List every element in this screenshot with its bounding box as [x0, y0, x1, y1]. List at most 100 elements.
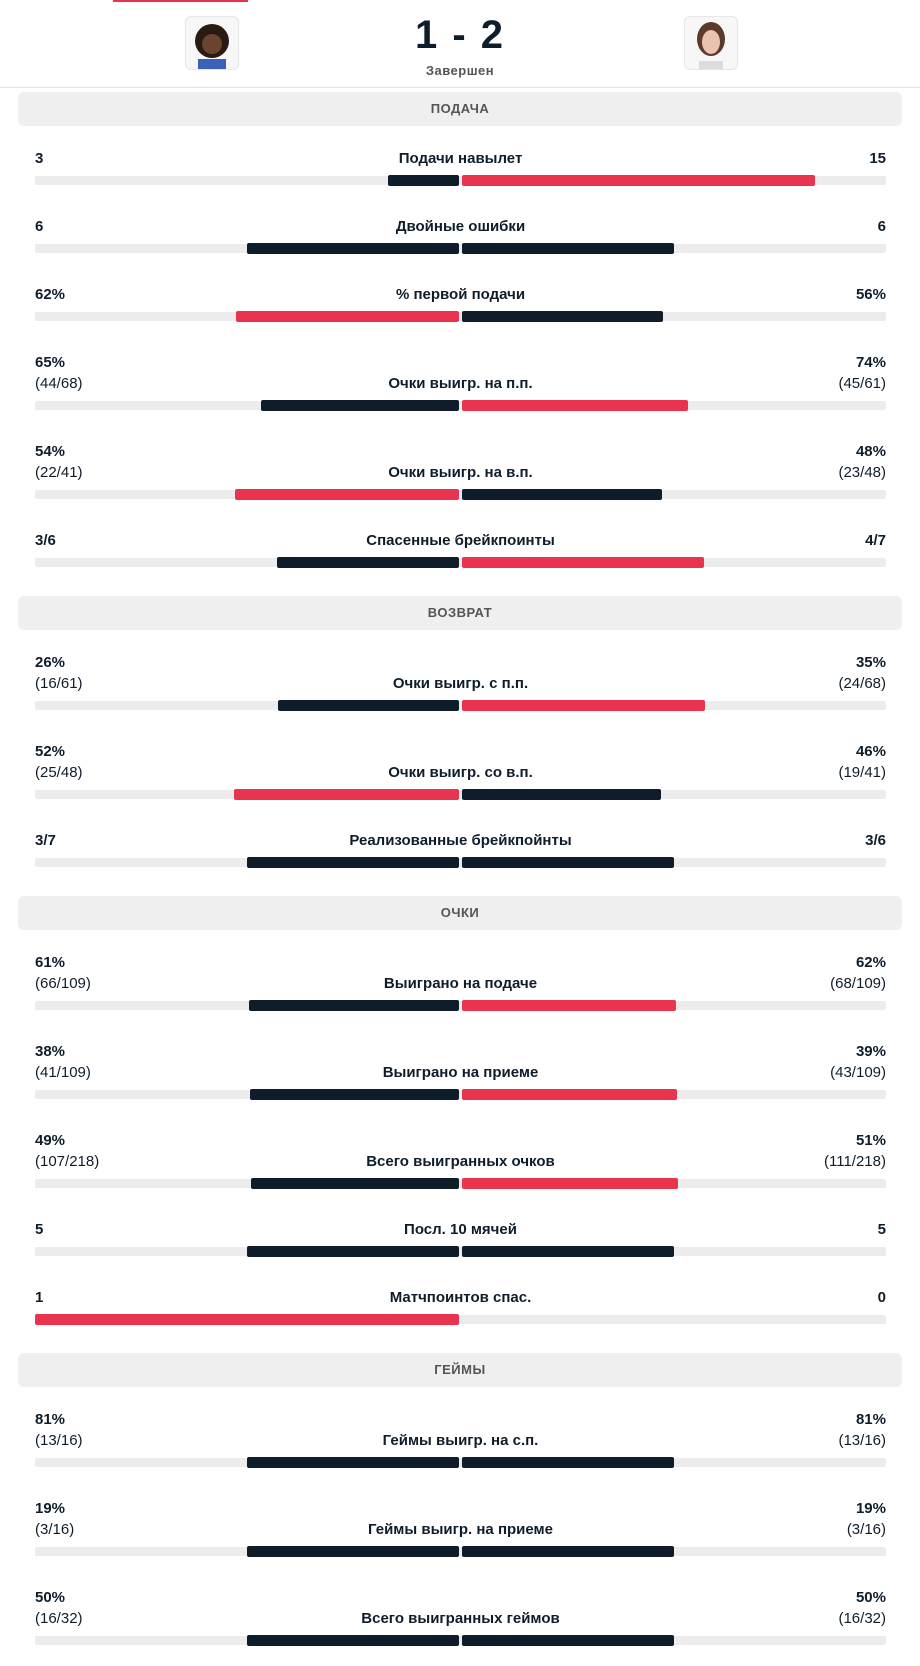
away-detail: (3/16) — [846, 1521, 886, 1538]
away-detail: (24/68) — [838, 675, 886, 692]
away-detail: (13/16) — [838, 1432, 886, 1449]
home-side: 52% (25/48) — [35, 741, 388, 783]
stat-label: Двойные ошибки — [395, 218, 526, 235]
stat-bar-track — [35, 311, 886, 322]
away-side: 3/6 — [572, 830, 886, 851]
away-bar — [462, 557, 705, 568]
home-bar — [251, 1178, 459, 1189]
home-detail: (3/16) — [35, 1521, 75, 1538]
away-value: 48% — [855, 443, 886, 460]
away-value: 39% — [855, 1043, 886, 1060]
stat-bar-track — [35, 557, 886, 568]
home-bar — [247, 243, 459, 254]
tab-indicator — [113, 0, 248, 2]
home-bar — [247, 857, 459, 868]
away-bar — [462, 1000, 676, 1011]
away-player-avatar[interactable] — [684, 16, 738, 70]
home-value: 65% — [35, 354, 66, 371]
section-header: Геймы — [18, 1353, 902, 1387]
stat-values: 62% % первой подачи 56% — [35, 284, 886, 305]
stat-label: Реализованные брейкпойнты — [349, 832, 572, 849]
stat-bar-track — [35, 1546, 886, 1557]
home-side: 6 — [35, 216, 396, 237]
stats-list: Подача 3 Подачи навылет 15 6 Двойные ошибки 6 6… — [0, 88, 920, 1666]
home-detail: (13/16) — [35, 1432, 83, 1449]
away-detail: (45/61) — [838, 375, 886, 392]
stat-row: 19% (3/16) Геймы выигр. на приеме 19% (3/16) — [0, 1488, 920, 1577]
home-side: 62% — [35, 284, 396, 305]
away-bar — [462, 857, 674, 868]
home-value: 1 — [35, 1289, 44, 1306]
home-value: 26% — [35, 654, 66, 671]
home-side: 3/7 — [35, 830, 349, 851]
stat-values: 81% (13/16) Геймы выигр. на с.п. 81% (13/16) — [35, 1409, 886, 1451]
away-bar — [462, 1635, 674, 1646]
home-value: 38% — [35, 1043, 66, 1060]
stat-bar-track — [35, 857, 886, 868]
stat-row: 81% (13/16) Геймы выигр. на с.п. 81% (13/16) — [0, 1399, 920, 1488]
home-side: 54% (22/41) — [35, 441, 388, 483]
stat-label: Матчпоинтов спас. — [389, 1289, 532, 1306]
away-value: 6 — [877, 218, 886, 235]
section-header: Возврат — [18, 596, 902, 630]
away-value: 0 — [877, 1289, 886, 1306]
away-side: 81% (13/16) — [538, 1409, 886, 1451]
stat-label: Спасенные брейкпоинты — [366, 532, 555, 549]
stat-bar-track — [35, 1089, 886, 1100]
stat-values: 26% (16/61) Очки выигр. с п.п. 35% (24/68) — [35, 652, 886, 694]
stat-row: 5 Посл. 10 мячей 5 — [0, 1209, 920, 1277]
away-bar — [462, 789, 662, 800]
stat-row: 61% (66/109) Выиграно на подаче 62% (68/109) — [0, 942, 920, 1031]
away-value: 46% — [855, 743, 886, 760]
away-bar — [462, 1246, 674, 1257]
away-detail: (111/218) — [824, 1153, 886, 1170]
home-detail: (25/48) — [35, 764, 83, 781]
away-value: 19% — [855, 1500, 886, 1517]
stat-label: Выиграно на подаче — [383, 975, 538, 992]
home-bar — [35, 1314, 459, 1325]
home-bar — [247, 1246, 459, 1257]
track-background — [35, 176, 886, 185]
away-bar — [462, 311, 664, 322]
stat-values: 65% (44/68) Очки выигр. на п.п. 74% (45/61) — [35, 352, 886, 394]
home-side: 3/6 — [35, 530, 366, 551]
stat-bar-track — [35, 1178, 886, 1189]
avatar-image — [697, 22, 725, 69]
home-bar — [247, 1546, 459, 1557]
away-bar — [462, 1457, 674, 1468]
stat-bar-track — [35, 1000, 886, 1011]
stat-bar-track — [35, 243, 886, 254]
track-background — [35, 858, 886, 867]
home-value: 3 — [35, 150, 44, 167]
away-side: 48% (23/48) — [533, 441, 886, 483]
stat-bar-track — [35, 175, 886, 186]
stat-label: Геймы выигр. на с.п. — [382, 1432, 539, 1449]
away-detail: (68/109) — [830, 975, 886, 992]
away-bar — [462, 1089, 677, 1100]
track-background — [35, 1179, 886, 1188]
home-player-avatar[interactable] — [185, 16, 239, 70]
away-value: 5 — [877, 1221, 886, 1238]
home-bar — [247, 1635, 459, 1646]
home-side: 19% (3/16) — [35, 1498, 368, 1540]
home-detail: (16/32) — [35, 1610, 83, 1627]
track-background — [35, 1090, 886, 1099]
away-value: 35% — [855, 654, 886, 671]
stat-label: % первой подачи — [395, 286, 526, 303]
home-bar — [260, 400, 459, 411]
away-detail: (23/48) — [838, 464, 886, 481]
stat-label: Всего выигранных геймов — [361, 1610, 560, 1627]
stat-label: Очки выигр. со в.п. — [388, 764, 533, 781]
home-bar — [247, 1457, 459, 1468]
section-header: Очки — [18, 896, 902, 930]
home-value: 52% — [35, 743, 66, 760]
home-value: 5 — [35, 1221, 44, 1238]
away-side: 6 — [525, 216, 886, 237]
home-side: 65% (44/68) — [35, 352, 388, 394]
avatar-image — [195, 24, 229, 69]
home-value: 81% — [35, 1411, 66, 1428]
home-side: 50% (16/32) — [35, 1587, 361, 1629]
away-side: 4/7 — [555, 530, 886, 551]
away-side: 19% (3/16) — [553, 1498, 886, 1540]
